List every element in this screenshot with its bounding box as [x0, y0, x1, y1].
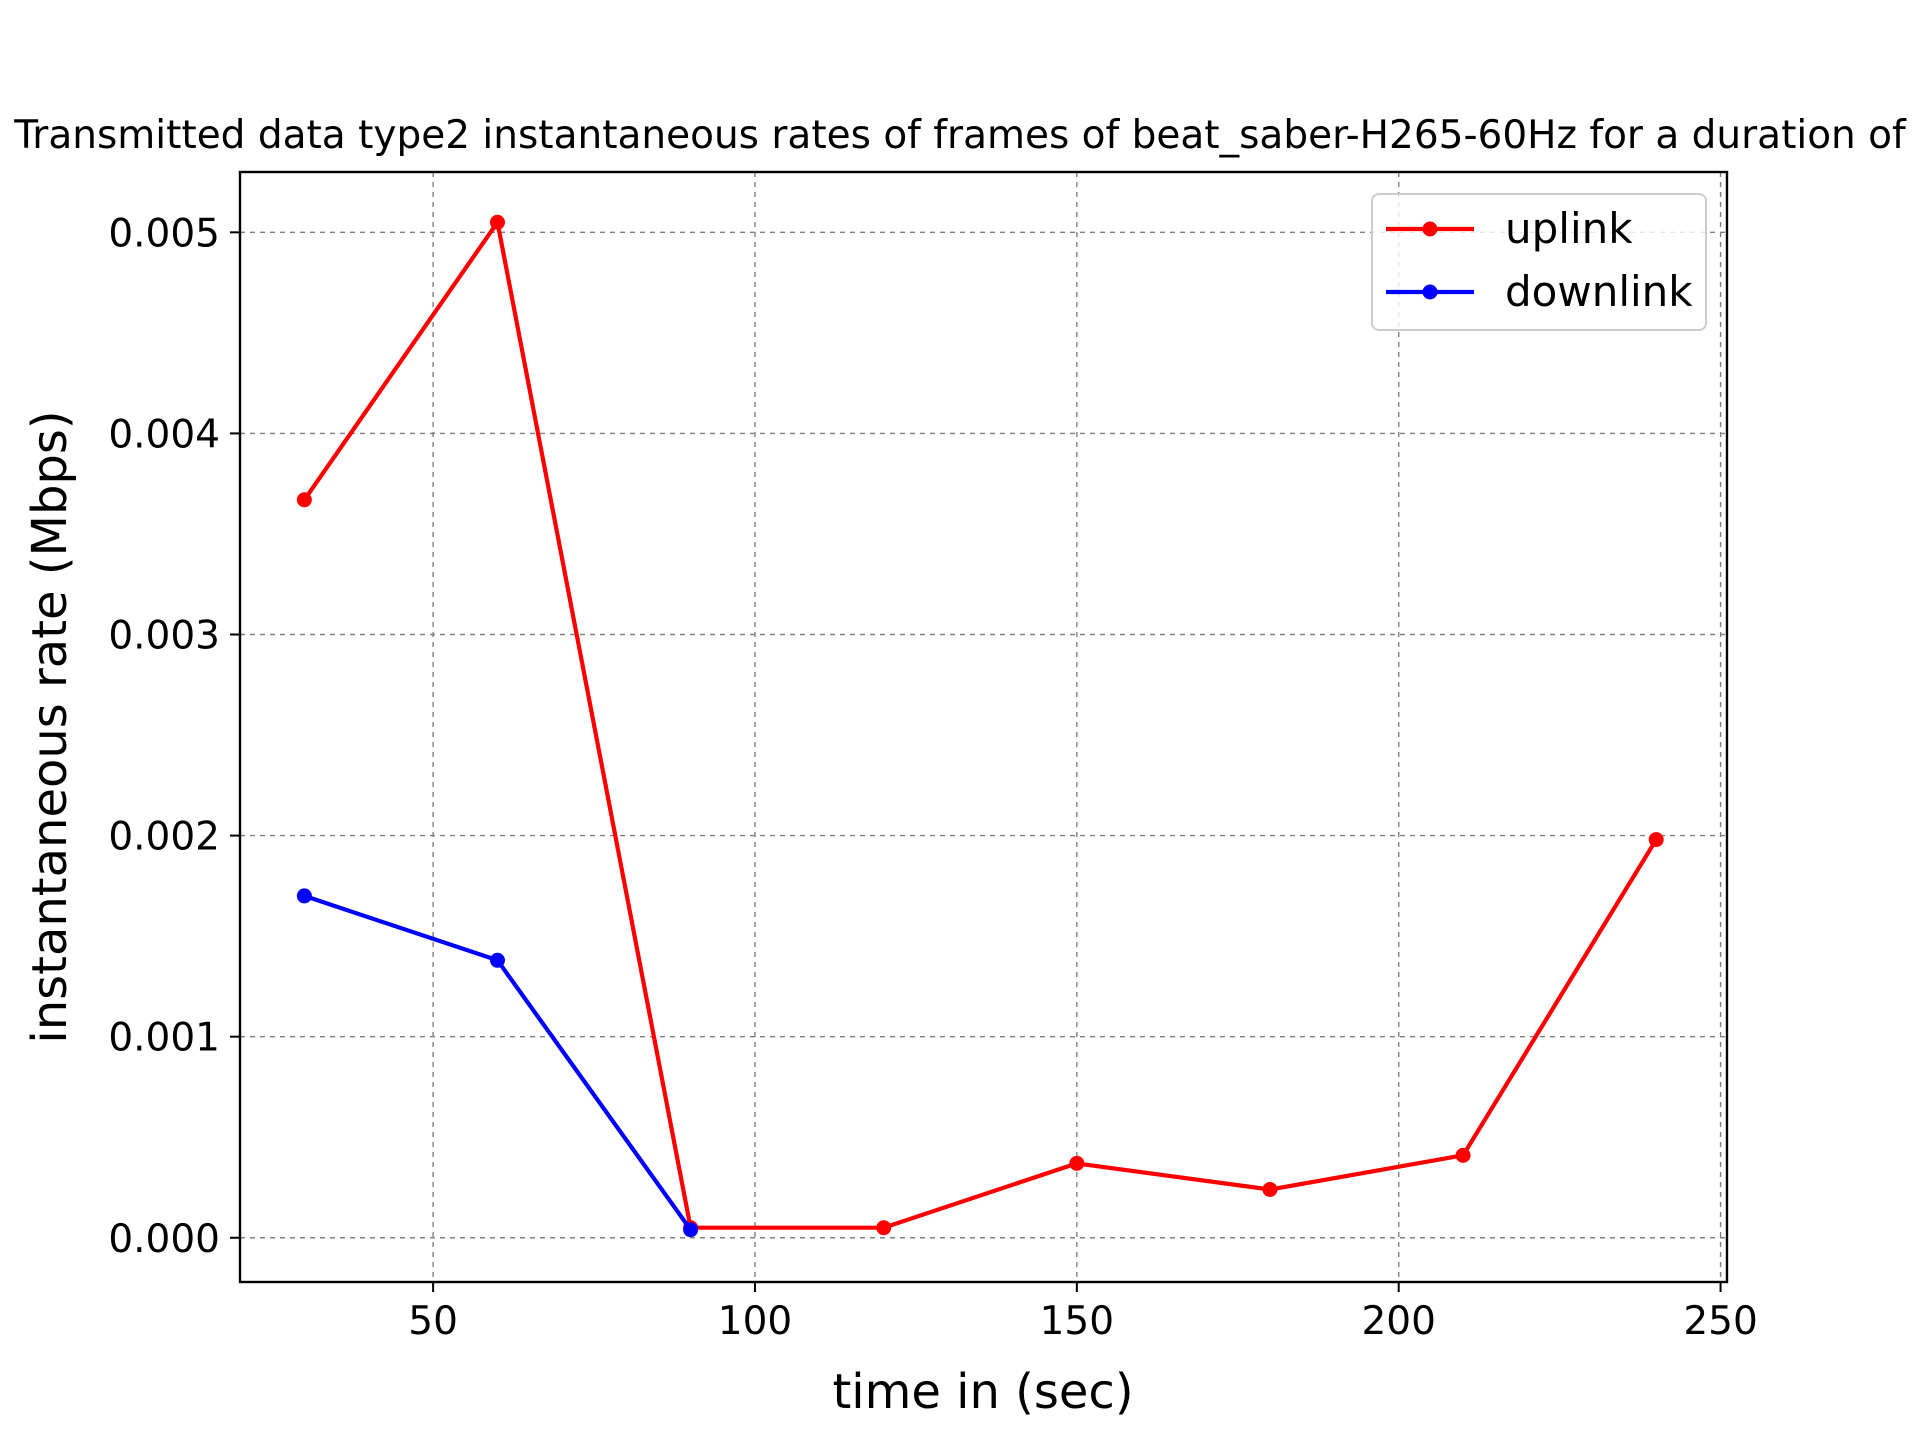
data-point-downlink — [683, 1222, 699, 1238]
chart-title: Transmitted data type2 instantaneous rat… — [13, 113, 1907, 158]
data-point-downlink — [489, 952, 505, 968]
data-point-uplink — [1455, 1147, 1471, 1163]
y-tick-label: 0.001 — [108, 1016, 220, 1061]
grid-layer — [240, 172, 1727, 1282]
plot-area-frame — [238, 170, 1729, 1284]
x-tick-label: 50 — [408, 1299, 458, 1344]
tick-layer: 50 100 150 200 250 0.000 0.001 0.002 0.003 0.004 0… — [108, 211, 1757, 1344]
legend-label-downlink: downlink — [1505, 267, 1693, 316]
series-layer — [296, 214, 1664, 1238]
y-tick-label: 0.004 — [108, 412, 220, 457]
x-tick-label: 250 — [1683, 1299, 1757, 1344]
legend: uplink downlink — [1371, 193, 1707, 331]
y-axis-label: instantaneous rate (Mbps) — [22, 410, 78, 1043]
legend-marker-uplink — [1422, 221, 1438, 237]
y-tick-label: 0.003 — [108, 614, 220, 659]
x-axis-label: time in (sec) — [832, 1364, 1133, 1420]
legend-label-uplink: uplink — [1505, 204, 1633, 253]
data-point-uplink — [296, 492, 312, 508]
legend-marker-downlink — [1422, 284, 1438, 300]
series-line-downlink — [303, 893, 693, 1231]
data-point-uplink — [1648, 832, 1664, 848]
data-point-downlink — [296, 888, 312, 904]
y-tick-label: 0.000 — [108, 1217, 220, 1262]
x-tick-label: 200 — [1361, 1299, 1435, 1344]
data-point-uplink — [1262, 1182, 1278, 1197]
x-tick-label: 100 — [718, 1299, 792, 1344]
x-tick-label: 150 — [1040, 1299, 1114, 1344]
series-line-uplink — [302, 220, 1658, 1230]
data-point-uplink — [1069, 1155, 1085, 1171]
data-point-uplink — [876, 1220, 892, 1236]
data-point-uplink — [489, 214, 505, 230]
y-tick-label: 0.005 — [108, 211, 220, 256]
y-tick-label: 0.002 — [108, 815, 220, 860]
